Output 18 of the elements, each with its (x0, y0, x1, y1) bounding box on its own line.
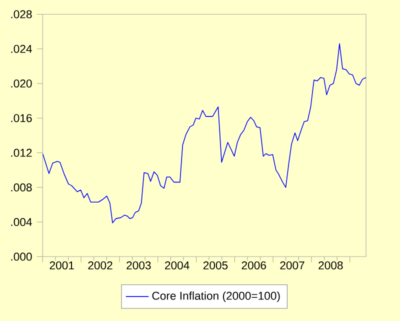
y-tick-label: .024 (11, 44, 32, 53)
y-tick-label: .028 (11, 10, 32, 18)
y-tick-label: .000 (11, 252, 32, 261)
x-tick-label: 2006 (242, 261, 266, 270)
y-tick-label: .004 (11, 218, 32, 226)
y-tick-label: .016 (11, 114, 32, 122)
x-tick-label: 2001 (50, 261, 74, 270)
line-series (42, 43, 366, 224)
legend-label: Core Inflation (2000=100) (152, 291, 280, 302)
x-tick-label: 2007 (280, 261, 304, 270)
x-tick-label: 2004 (165, 261, 190, 270)
x-tick-label: 2005 (203, 261, 228, 270)
x-tick-label: 2003 (126, 261, 151, 270)
x-tick-label: 2002 (88, 261, 112, 270)
x-tick-label: 2008 (318, 261, 343, 270)
y-tick-label: .012 (11, 148, 32, 157)
y-tick-label: .008 (11, 183, 32, 192)
y-tick-label: .020 (11, 80, 32, 88)
